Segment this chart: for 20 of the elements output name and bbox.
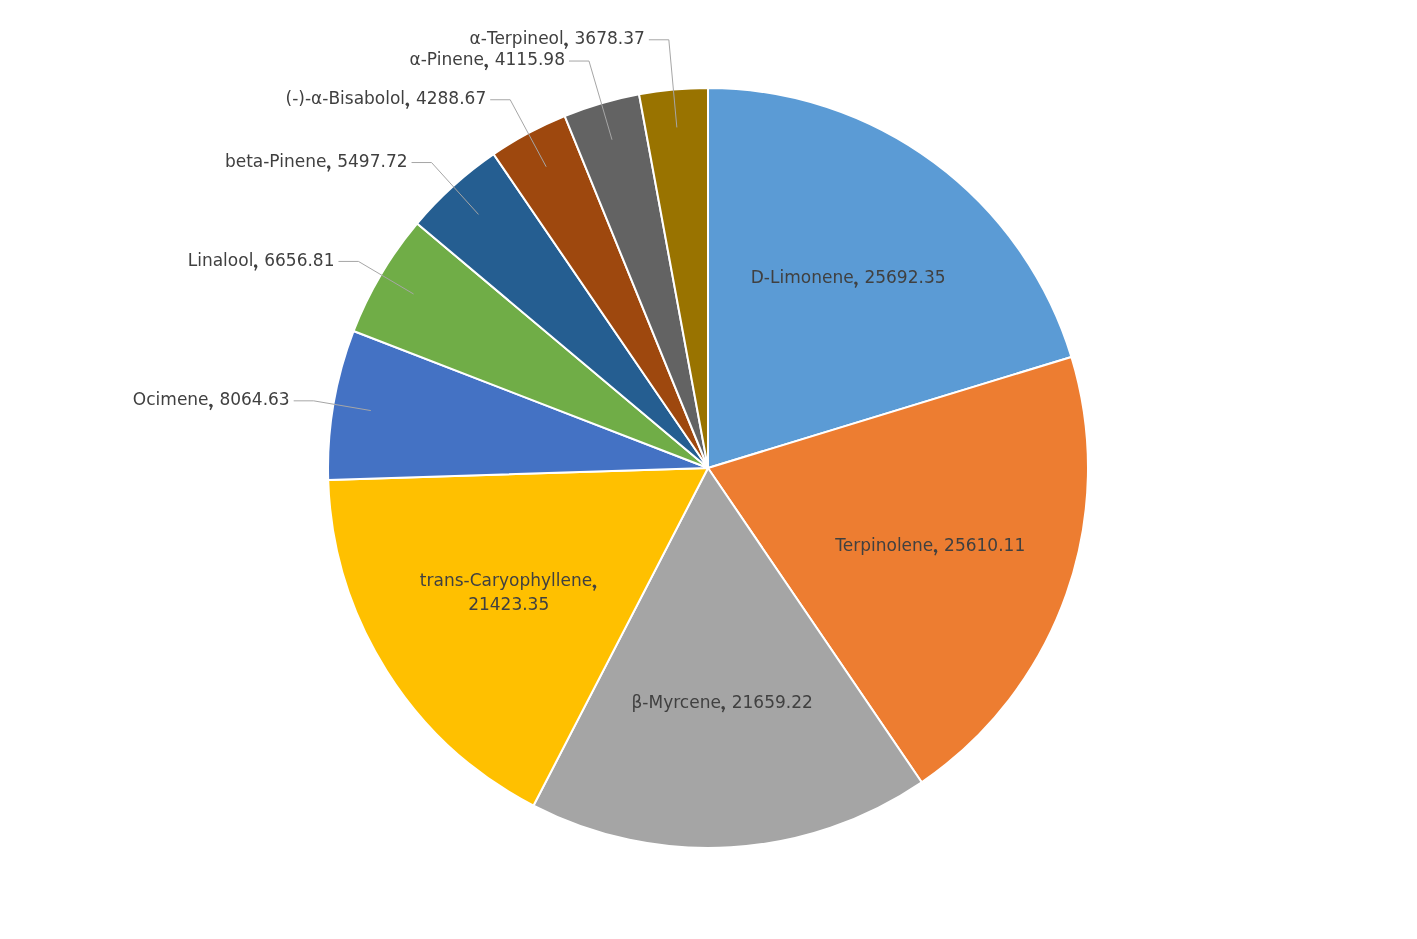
slice-label: beta-Pinene bbox=[224, 150, 327, 171]
data-label: 21423.35 bbox=[468, 594, 550, 615]
slice-label: D-Limonene bbox=[750, 267, 854, 288]
slice-label: α-Terpineol bbox=[469, 28, 564, 49]
data-label: 8064.63 bbox=[219, 389, 290, 410]
data-label: 4115.98 bbox=[494, 49, 566, 70]
slice-label: Ocimene bbox=[132, 389, 209, 410]
slice-label: Terpinolene bbox=[834, 534, 934, 555]
data-label: 4288.67 bbox=[415, 88, 487, 109]
slice-label: Linalool bbox=[187, 249, 254, 270]
data-label: 21659.22 bbox=[731, 691, 813, 712]
slice-label: (-)-α-Bisabolol bbox=[285, 88, 406, 109]
data-label: 25692.35 bbox=[864, 267, 946, 288]
slice-label: β-Myrcene bbox=[631, 691, 721, 712]
slice-label: trans-Caryophyllene bbox=[419, 570, 593, 591]
data-label: 5497.72 bbox=[337, 150, 408, 171]
slice-label: α-Pinene bbox=[409, 49, 484, 70]
data-label: 25610.11 bbox=[944, 534, 1026, 555]
data-label: 3678.37 bbox=[574, 28, 645, 49]
data-label: 6656.81 bbox=[264, 249, 335, 270]
